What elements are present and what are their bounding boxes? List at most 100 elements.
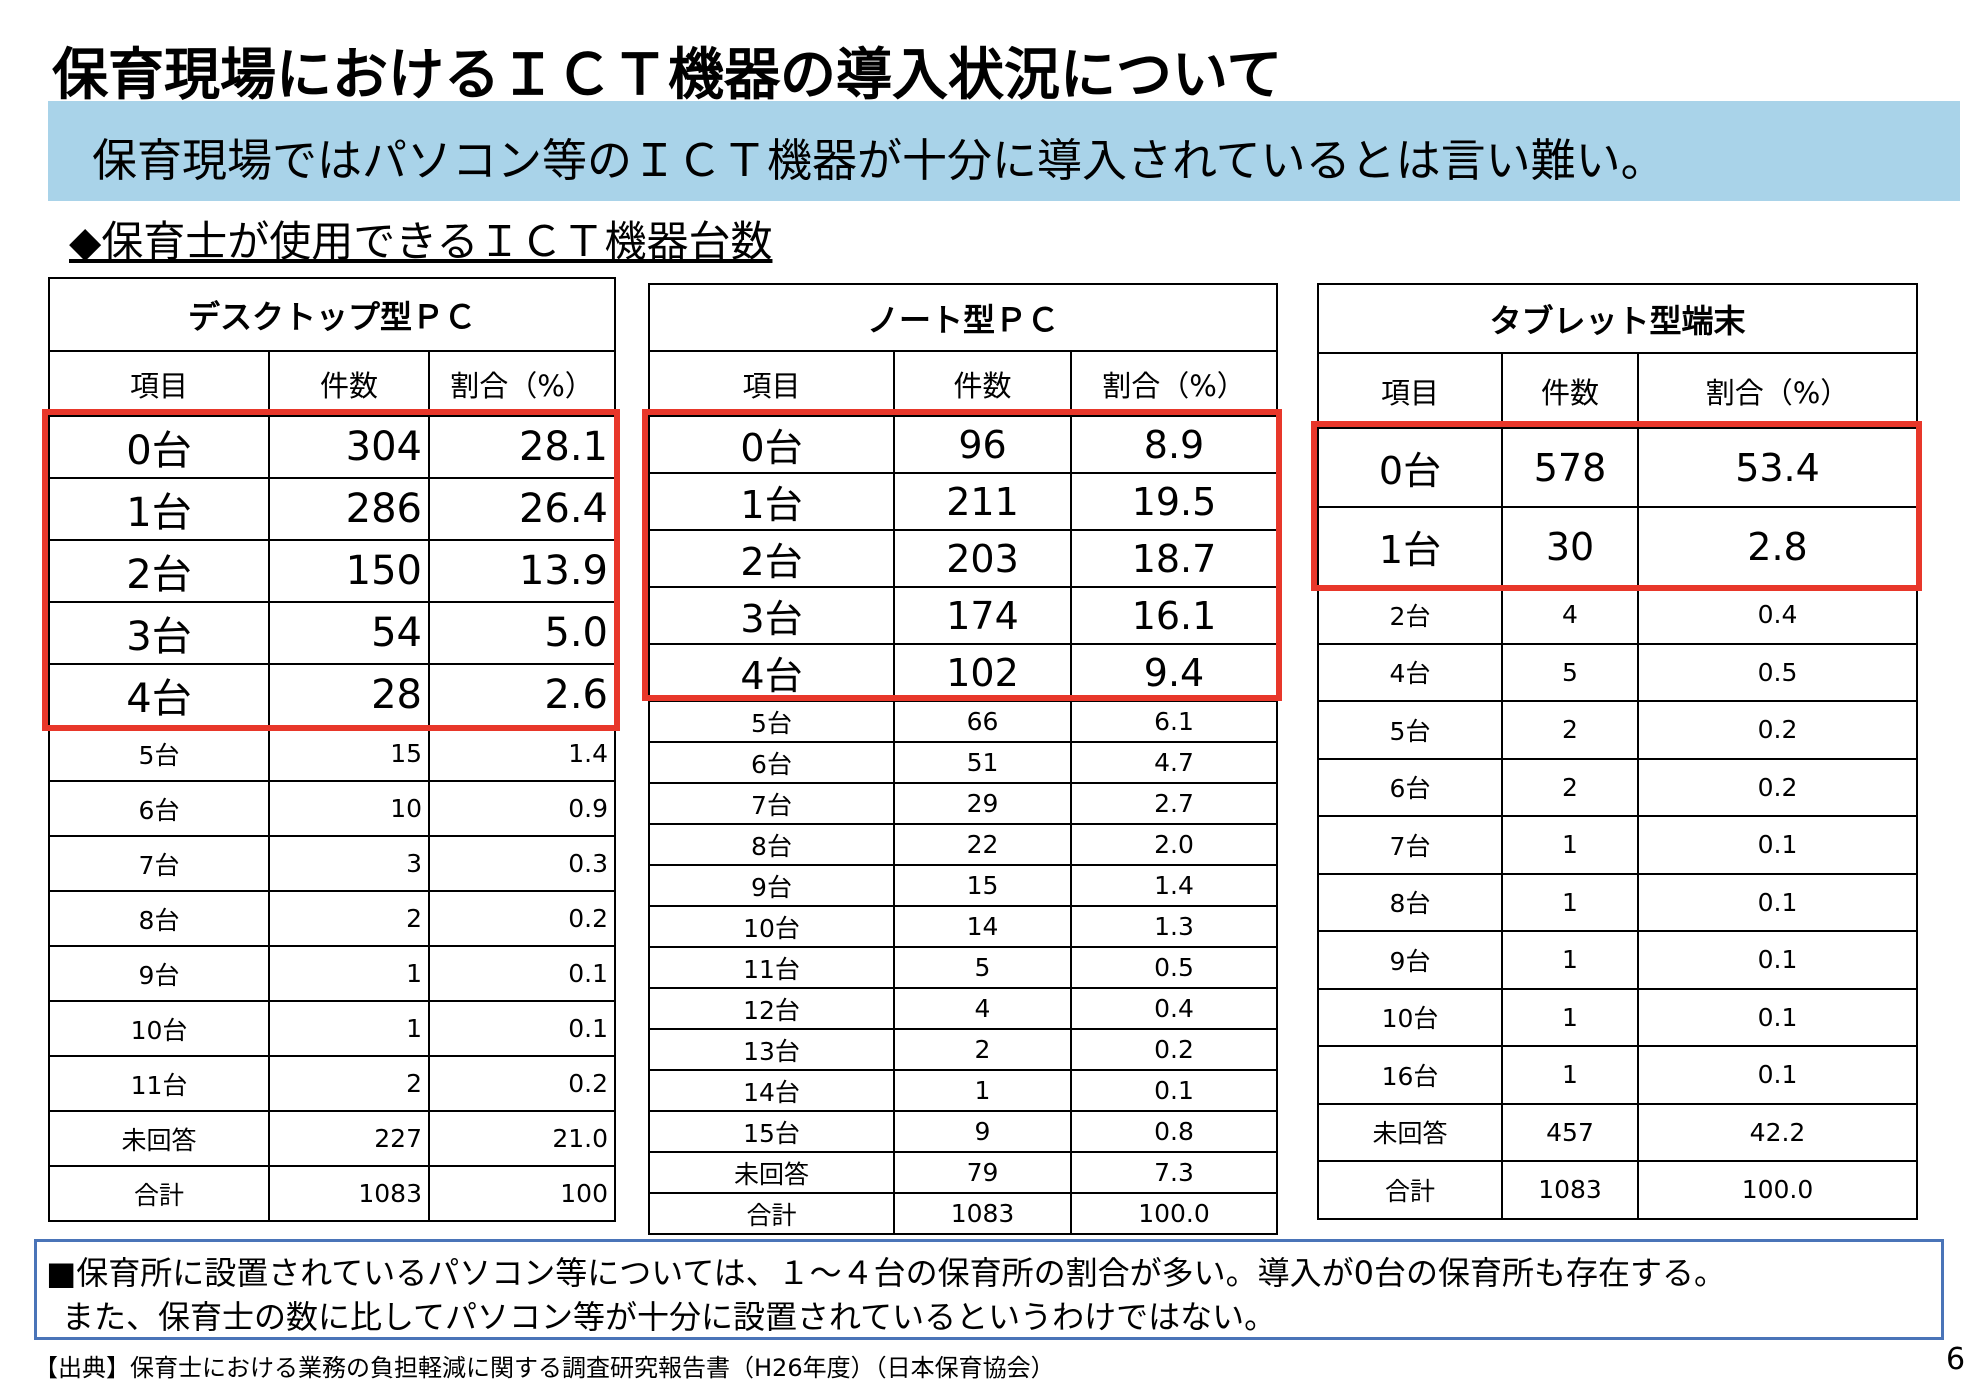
cell: 9台 (648, 864, 895, 907)
column-header: 件数 (893, 350, 1072, 417)
cell: 2 (893, 1028, 1072, 1071)
cell: 6台 (648, 741, 895, 784)
cell: 8.9 (1070, 415, 1278, 474)
cell: 5台 (48, 725, 270, 782)
cell: 1 (1501, 815, 1639, 875)
cell: 100.0 (1070, 1192, 1278, 1235)
cell: 28.1 (428, 415, 616, 479)
cell: 10台 (48, 1000, 270, 1057)
cell: 4台 (1317, 642, 1503, 702)
cell: 7台 (48, 835, 270, 892)
highlight-box (642, 409, 1282, 701)
cell: 合計 (1317, 1160, 1503, 1220)
column-header: 件数 (1501, 352, 1639, 429)
cell: 3台 (648, 586, 895, 645)
cell: 2台 (48, 539, 270, 603)
cell: 0台 (1317, 427, 1503, 508)
cell: 16台 (1317, 1045, 1503, 1105)
banner: 保育現場ではパソコン等のＩＣＴ機器が十分に導入されているとは言い難い。 (92, 134, 1666, 187)
cell: 100 (428, 1165, 616, 1222)
cell: 0.1 (1636, 930, 1919, 990)
cell: 2.7 (1070, 782, 1278, 825)
cell: 1台 (648, 472, 895, 531)
cell: 1 (268, 945, 430, 1002)
column-header: 項目 (1317, 352, 1503, 429)
cell: 未回答 (648, 1151, 895, 1194)
cell: 286 (268, 477, 430, 541)
cell: 150 (268, 539, 430, 603)
cell: 7.3 (1070, 1151, 1278, 1194)
cell: 10台 (648, 905, 895, 948)
cell: 0.1 (1636, 872, 1919, 932)
cell: 1.3 (1070, 905, 1278, 948)
cell: 1 (1501, 872, 1639, 932)
cell: 6台 (48, 780, 270, 837)
cell: 0.2 (428, 1055, 616, 1112)
cell: 16.1 (1070, 586, 1278, 645)
cell: 1083 (1501, 1160, 1639, 1220)
cell: 7台 (1317, 815, 1503, 875)
cell: 9.4 (1070, 643, 1278, 702)
cell: 100.0 (1636, 1160, 1919, 1220)
cell: 227 (268, 1110, 430, 1167)
cell: 8台 (1317, 872, 1503, 932)
cell: 1 (893, 1069, 1072, 1112)
cell: 13台 (648, 1028, 895, 1071)
cell: 4.7 (1070, 741, 1278, 784)
cell: 26.4 (428, 477, 616, 541)
cell: 22 (893, 823, 1072, 866)
cell: 79 (893, 1151, 1072, 1194)
cell: 5.0 (428, 601, 616, 665)
column-header: 項目 (48, 350, 270, 417)
cell: 1台 (48, 477, 270, 541)
cell: 9台 (48, 945, 270, 1002)
cell: 4 (893, 987, 1072, 1030)
cell: 0.2 (1636, 700, 1919, 760)
note-line: また、保育士の数に比してパソコン等が十分に設置されているというわけではない。 (62, 1298, 1277, 1336)
cell: 11台 (648, 946, 895, 989)
cell: 14台 (648, 1069, 895, 1112)
cell: 211 (893, 472, 1072, 531)
cell: 8台 (648, 823, 895, 866)
cell: 3台 (48, 601, 270, 665)
cell: 53.4 (1636, 427, 1919, 508)
cell: 0.8 (1070, 1110, 1278, 1153)
cell: 2.0 (1070, 823, 1278, 866)
cell: 2 (268, 1055, 430, 1112)
column-header: 件数 (268, 350, 430, 417)
cell: 5台 (1317, 700, 1503, 760)
cell: 203 (893, 529, 1072, 588)
cell: 96 (893, 415, 1072, 474)
column-header: 項目 (648, 350, 895, 417)
cell: 0.4 (1070, 987, 1278, 1030)
cell: 10 (268, 780, 430, 837)
cell: 9台 (1317, 930, 1503, 990)
cell: 15台 (648, 1110, 895, 1153)
cell: 6台 (1317, 757, 1503, 817)
cell: 6.1 (1070, 700, 1278, 743)
cell: 3 (268, 835, 430, 892)
cell: 1 (1501, 930, 1639, 990)
cell: 0.1 (1636, 1045, 1919, 1105)
cell: 1 (1501, 1045, 1639, 1105)
cell: 578 (1501, 427, 1639, 508)
cell: 0.3 (428, 835, 616, 892)
cell: 19.5 (1070, 472, 1278, 531)
cell: 21.0 (428, 1110, 616, 1167)
cell: 13.9 (428, 539, 616, 603)
cell: 5 (1501, 642, 1639, 702)
cell: 0.4 (1636, 585, 1919, 645)
cell: 18.7 (1070, 529, 1278, 588)
cell: 0.1 (1636, 987, 1919, 1047)
cell: 42.2 (1636, 1102, 1919, 1162)
cell: 54 (268, 601, 430, 665)
cell: 1 (268, 1000, 430, 1057)
cell: 4 (1501, 585, 1639, 645)
cell: 12台 (648, 987, 895, 1030)
cell: 0台 (48, 415, 270, 479)
cell: 合計 (48, 1165, 270, 1222)
cell: 2 (268, 890, 430, 947)
cell: 0.5 (1636, 642, 1919, 702)
cell: 1 (1501, 987, 1639, 1047)
table-title: ノート型ＰＣ (648, 283, 1278, 352)
